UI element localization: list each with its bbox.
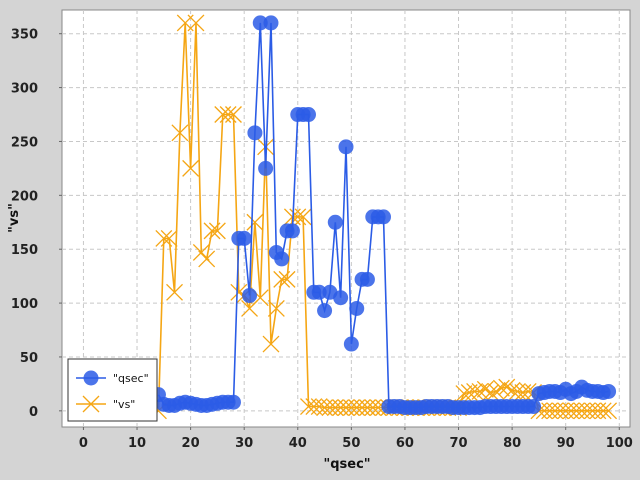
data-point <box>376 209 392 225</box>
y-tick-label: 0 <box>29 405 38 420</box>
data-point <box>284 223 300 239</box>
x-tick-label: 0 <box>79 436 88 451</box>
data-point <box>263 15 279 31</box>
x-tick-label: 90 <box>557 436 575 451</box>
y-tick-label: 50 <box>20 351 38 366</box>
data-point <box>219 106 237 123</box>
data-point <box>274 251 290 267</box>
data-point <box>498 378 516 396</box>
data-point <box>236 230 252 246</box>
data-point <box>310 398 328 415</box>
x-tick-label: 60 <box>396 436 414 451</box>
data-point <box>160 229 178 247</box>
x-axis-label: "qsec" <box>323 457 370 472</box>
data-point <box>171 124 189 142</box>
data-point <box>166 283 183 301</box>
y-tick-label: 250 <box>11 135 38 150</box>
data-point <box>466 382 484 400</box>
y-tick-label: 350 <box>11 28 38 43</box>
x-tick-label: 50 <box>342 436 360 451</box>
legend-box <box>67 358 158 422</box>
plot-area <box>61 9 631 428</box>
data-point <box>333 290 349 306</box>
legend-label: "qsec" <box>113 372 149 385</box>
data-point <box>594 402 612 420</box>
data-point <box>225 106 242 123</box>
data-point <box>247 125 263 141</box>
data-point <box>349 300 365 316</box>
data-point <box>242 288 258 304</box>
data-point <box>492 379 510 397</box>
series-qsec <box>150 15 617 416</box>
data-point <box>246 213 264 231</box>
y-tick-label: 150 <box>11 243 38 258</box>
data-point <box>262 335 280 353</box>
data-point <box>267 300 285 317</box>
data-point <box>155 229 173 247</box>
data-point <box>182 159 200 177</box>
legend-marker <box>83 370 99 386</box>
legend: "qsec" "vs" <box>67 358 158 422</box>
data-point <box>476 380 494 398</box>
legend-entry: "qsec" <box>76 370 149 386</box>
y-axis-label: "vs" <box>7 203 22 233</box>
data-point <box>311 284 327 300</box>
y-tick-label: 300 <box>11 82 38 97</box>
data-point <box>278 270 296 288</box>
data-point <box>487 382 505 400</box>
x-tick-label: 100 <box>606 436 633 451</box>
y-tick-label: 100 <box>11 297 38 312</box>
data-point <box>317 303 333 319</box>
data-point <box>359 271 375 287</box>
x-tick-label: 40 <box>289 436 307 451</box>
data-point <box>327 214 343 230</box>
data-point <box>503 381 521 399</box>
data-point <box>338 139 354 155</box>
data-point <box>601 383 617 399</box>
legend-label: "vs" <box>113 398 135 411</box>
data-point <box>258 160 274 176</box>
data-point <box>455 385 473 403</box>
data-point <box>187 14 205 32</box>
data-point <box>225 394 241 410</box>
data-point <box>252 15 268 31</box>
data-point <box>294 208 312 226</box>
tick-labels: 0 10 20 30 40 50 60 70 80 90 100 0 50 100 150 200 250 300… <box>11 28 633 451</box>
data-point <box>526 399 542 415</box>
legend-marker <box>82 395 100 413</box>
data-point <box>192 243 210 261</box>
data-point <box>600 402 618 420</box>
legend-entry: "vs" <box>76 395 135 413</box>
x-tick-label: 20 <box>182 436 200 451</box>
data-point <box>460 384 478 401</box>
y-tick-label: 200 <box>11 189 38 204</box>
data-point <box>482 384 500 401</box>
data-point <box>471 382 489 400</box>
data-point <box>198 250 216 268</box>
series-layer <box>149 14 618 420</box>
x-tick-label: 10 <box>128 436 146 451</box>
x-tick-label: 80 <box>503 436 521 451</box>
x-tick-label: 30 <box>235 436 253 451</box>
x-tick-label: 70 <box>449 436 467 451</box>
data-point <box>305 398 323 415</box>
data-point <box>203 222 221 240</box>
data-point <box>300 107 316 123</box>
data-point <box>273 270 291 288</box>
data-point <box>343 336 359 352</box>
data-point <box>208 222 226 240</box>
